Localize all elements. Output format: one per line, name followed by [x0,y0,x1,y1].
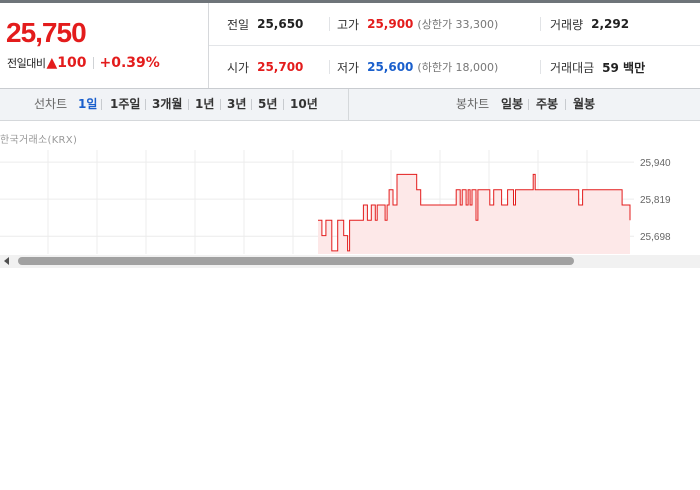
change-value: 100 [57,55,87,71]
line-chart-group: 선차트 1일 1주일 3개월 1년 3년 5년 10년 [0,89,349,120]
change-percent: +0.39% [99,55,160,71]
volume-value: 2,292 [591,17,630,31]
divider [528,99,529,110]
divider [251,99,252,110]
prev-close-cell: 전일 25,650 [227,3,303,45]
price-area-fill [318,174,630,254]
volume-label: 거래량 [550,17,584,32]
candle-daily-button[interactable]: 일봉 [501,97,524,111]
divider [329,17,330,31]
top-border [0,0,700,3]
volume-cell: 거래량 2,292 [550,3,629,45]
chart-toolbar: 선차트 1일 1주일 3개월 1년 3년 5년 10년 봉차트 일봉 주봉 월봉 [0,88,700,121]
divider [101,99,102,110]
low-label: 저가 [337,60,360,75]
quote-info-table: 전일 25,650 고가 25,900 (상한가 33,300) 거래량 2,2… [209,3,700,88]
amount-cell: 거래대금 59 백만 [550,46,645,88]
info-row-2: 시가 25,700 저가 25,600 (하한가 18,000) 거래대금 59… [209,46,700,88]
divider [145,99,146,110]
high-value: 25,900 [367,17,414,31]
line-chart-label: 선차트 [34,97,68,111]
low-value: 25,600 [367,60,414,74]
data-source-label: 한국거래소(KRX) [0,135,78,146]
period-3m-button[interactable]: 3개월 [152,97,183,111]
y-tick-label: 25,940 [640,158,671,169]
period-10y-button[interactable]: 10년 [290,97,318,111]
divider [329,60,330,74]
divider [540,17,541,31]
period-1y-button[interactable]: 1년 [195,97,215,111]
open-cell: 시가 25,700 [227,46,303,88]
divider [220,99,221,110]
y-tick-label: 25,698 [640,232,671,243]
divider [188,99,189,110]
divider [283,99,284,110]
scroll-left-arrow-icon[interactable] [4,257,9,265]
divider [92,57,94,69]
up-triangle-icon: ▲ [46,55,58,71]
y-tick-label: 25,819 [640,195,671,206]
period-1d-button[interactable]: 1일 [78,97,98,111]
lower-limit: (하한가 18,000) [417,61,499,74]
period-1w-button[interactable]: 1주일 [110,97,141,111]
period-5y-button[interactable]: 5년 [258,97,278,111]
low-cell: 저가 25,600 (하한가 18,000) [337,46,498,88]
high-label: 고가 [337,17,360,32]
scroll-thumb[interactable] [18,257,574,265]
price-summary: 25,750 전일대비 ▲ 100 +0.39% [0,3,209,88]
prev-close-value: 25,650 [257,17,304,31]
amount-label: 거래대금 [550,60,595,75]
intraday-price-chart: 25,940 25,819 25,698 [0,150,700,254]
upper-limit: (상한가 33,300) [417,18,499,31]
amount-value: 59 백만 [602,60,646,75]
divider [565,99,566,110]
prev-close-label: 전일 [227,17,250,32]
chart-scrollbar[interactable] [0,255,700,268]
candle-chart-label: 봉차트 [456,97,490,111]
chart-canvas: 25,940 25,819 25,698 [0,150,671,254]
price-line [318,173,631,252]
change-label: 전일대비 [7,57,46,70]
candle-monthly-button[interactable]: 월봉 [573,97,596,111]
divider [540,60,541,74]
open-label: 시가 [227,60,250,75]
open-value: 25,700 [257,60,304,74]
price-change: 전일대비 ▲ 100 +0.39% [7,55,160,71]
info-row-1: 전일 25,650 고가 25,900 (상한가 33,300) 거래량 2,2… [209,3,700,46]
high-cell: 고가 25,900 (상한가 33,300) [337,3,498,45]
candle-weekly-button[interactable]: 주봉 [536,97,559,111]
current-price: 25,750 [6,17,87,48]
period-3y-button[interactable]: 3년 [227,97,247,111]
